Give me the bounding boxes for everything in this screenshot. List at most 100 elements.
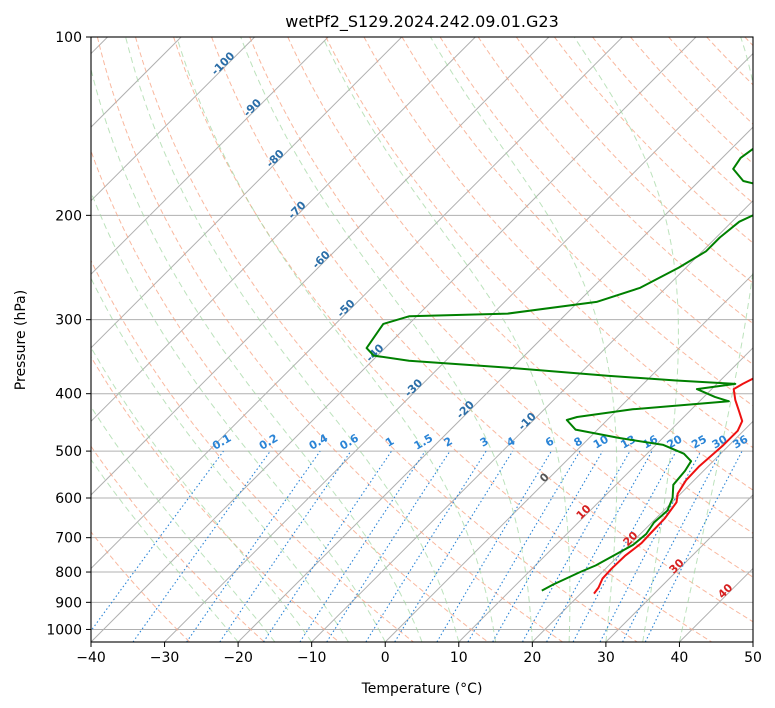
dry-adiabat-label: -30 (402, 376, 425, 399)
temperature-profile (593, 377, 753, 595)
isotherm-gridline (458, 347, 753, 642)
dry-adiabat-label: -100 (209, 49, 238, 78)
isotherm-gridline (91, 37, 697, 642)
dry-adiabat-label: -10 (516, 410, 539, 433)
mixing-ratio-label: 8 (572, 435, 585, 450)
moist-adiabat (322, 37, 571, 642)
x-tick-label: 10 (450, 650, 468, 666)
y-tick-label: 800 (55, 565, 82, 581)
dry-adiabat (173, 37, 713, 642)
mixing-ratio-label: 3 (478, 435, 491, 450)
y-tick-label: 1000 (46, 622, 82, 638)
mixing-ratio-label: 1.5 (412, 432, 435, 453)
isotherm-gridline (91, 37, 403, 349)
moist-adiabat (125, 37, 460, 642)
isotherm-gridline (91, 37, 329, 275)
moist-adiabat-label: 40 (715, 581, 735, 601)
y-tick-label: 400 (55, 387, 82, 403)
dry-adiabat (91, 445, 265, 642)
isotherm-gridline (91, 37, 256, 202)
dry-adiabat-label: -60 (310, 248, 333, 271)
isotherm-gridline (384, 273, 753, 642)
mixing-ratio-label: 2 (442, 435, 455, 450)
mixing-ratio-line (299, 450, 426, 642)
moist-adiabat (240, 37, 533, 642)
isotherm-gridline (237, 126, 753, 642)
plot-frame (90, 36, 754, 643)
moist-adiabat (176, 37, 497, 642)
dry-adiabat (363, 37, 753, 449)
isotherm-gridline (164, 52, 753, 642)
mixing-ratio-label: 0.4 (307, 431, 331, 452)
dry-adiabat-label: -20 (454, 398, 477, 421)
moist-adiabat (91, 67, 423, 642)
mixing-ratio-line (132, 450, 271, 642)
dry-adiabat (91, 149, 489, 642)
mixing-ratio-label: 1 (383, 435, 396, 450)
y-tick-label: 700 (55, 531, 82, 547)
dry-adiabat (515, 37, 753, 284)
mixing-ratio-line (186, 450, 321, 642)
x-tick-label: 50 (744, 650, 762, 666)
mixing-ratio-line (644, 450, 743, 642)
y-axis-label: Pressure (hPa) (13, 290, 29, 390)
y-tick-label: 600 (55, 491, 82, 507)
dry-adiabat-label: -50 (334, 297, 357, 320)
y-tick-label: 900 (55, 595, 82, 611)
x-tick-label: 40 (671, 650, 689, 666)
moist-adiabat (91, 405, 276, 642)
dry-adiabat (91, 531, 191, 642)
dry-adiabat (96, 37, 563, 642)
moist-adiabat (678, 37, 753, 642)
mixing-ratio-label: 13 (618, 433, 638, 452)
dry-adiabat (91, 355, 340, 642)
isotherm-gridline (752, 641, 753, 642)
mixing-ratio-line (394, 450, 514, 642)
dry-adiabat (554, 37, 753, 244)
x-tick-label: −40 (76, 650, 106, 666)
dry-adiabat (249, 37, 753, 578)
y-axis-ticks: 100 200 300 400 500 600 700 800 900 1000 (46, 30, 91, 638)
dry-adiabat (211, 37, 753, 623)
x-tick-label: 30 (597, 650, 615, 666)
mixing-ratio-line (91, 450, 224, 632)
dry-adiabat (401, 37, 753, 407)
mixing-ratio-line (522, 450, 631, 642)
moist-adiabat (91, 458, 239, 642)
chart-title: wetPf2_S129.2024.242.09.01.G23 (285, 12, 559, 32)
mixing-ratio-line (436, 450, 552, 642)
moist-adiabat (91, 277, 349, 642)
isotherm-gridline (605, 494, 753, 642)
mixing-ratio-line (546, 450, 653, 642)
isotherm-gridline (679, 567, 753, 642)
x-tick-label: −30 (150, 650, 180, 666)
x-tick-label: 0 (381, 650, 390, 666)
dry-adiabat (477, 37, 753, 325)
dry-adiabat (325, 37, 753, 491)
moist-adiabat (91, 346, 313, 642)
x-axis-label: Temperature (°C) (361, 681, 483, 697)
mixing-ratio-line (572, 450, 677, 642)
dewpoint-profile (365, 147, 753, 592)
isotherm-gridline (311, 199, 753, 642)
isotherm-gridline (91, 37, 476, 423)
isotherm-gridline (531, 420, 753, 642)
dry-adiabat (135, 37, 638, 642)
moist-adiabat (573, 37, 679, 642)
dry-adiabat (668, 37, 753, 125)
mixing-ratio-line (263, 450, 392, 642)
dry-adiabat (744, 37, 753, 47)
dry-adiabat-label: -80 (264, 147, 287, 170)
x-tick-label: 20 (523, 650, 541, 666)
y-tick-label: 100 (55, 30, 82, 46)
x-tick-label: −20 (223, 650, 253, 666)
isotherm-gridline (91, 37, 550, 496)
dry-adiabat (706, 37, 753, 86)
x-tick-label: −10 (297, 650, 327, 666)
moist-adiabat (91, 190, 386, 642)
mixing-ratio-label: 25 (689, 433, 709, 452)
x-axis-ticks: −40 −30 −20 −10 0 10 20 30 40 50 (76, 642, 762, 666)
y-tick-label: 200 (55, 208, 82, 224)
moist-adiabat-label: 30 (667, 556, 687, 576)
mixing-ratio-line (467, 450, 581, 642)
